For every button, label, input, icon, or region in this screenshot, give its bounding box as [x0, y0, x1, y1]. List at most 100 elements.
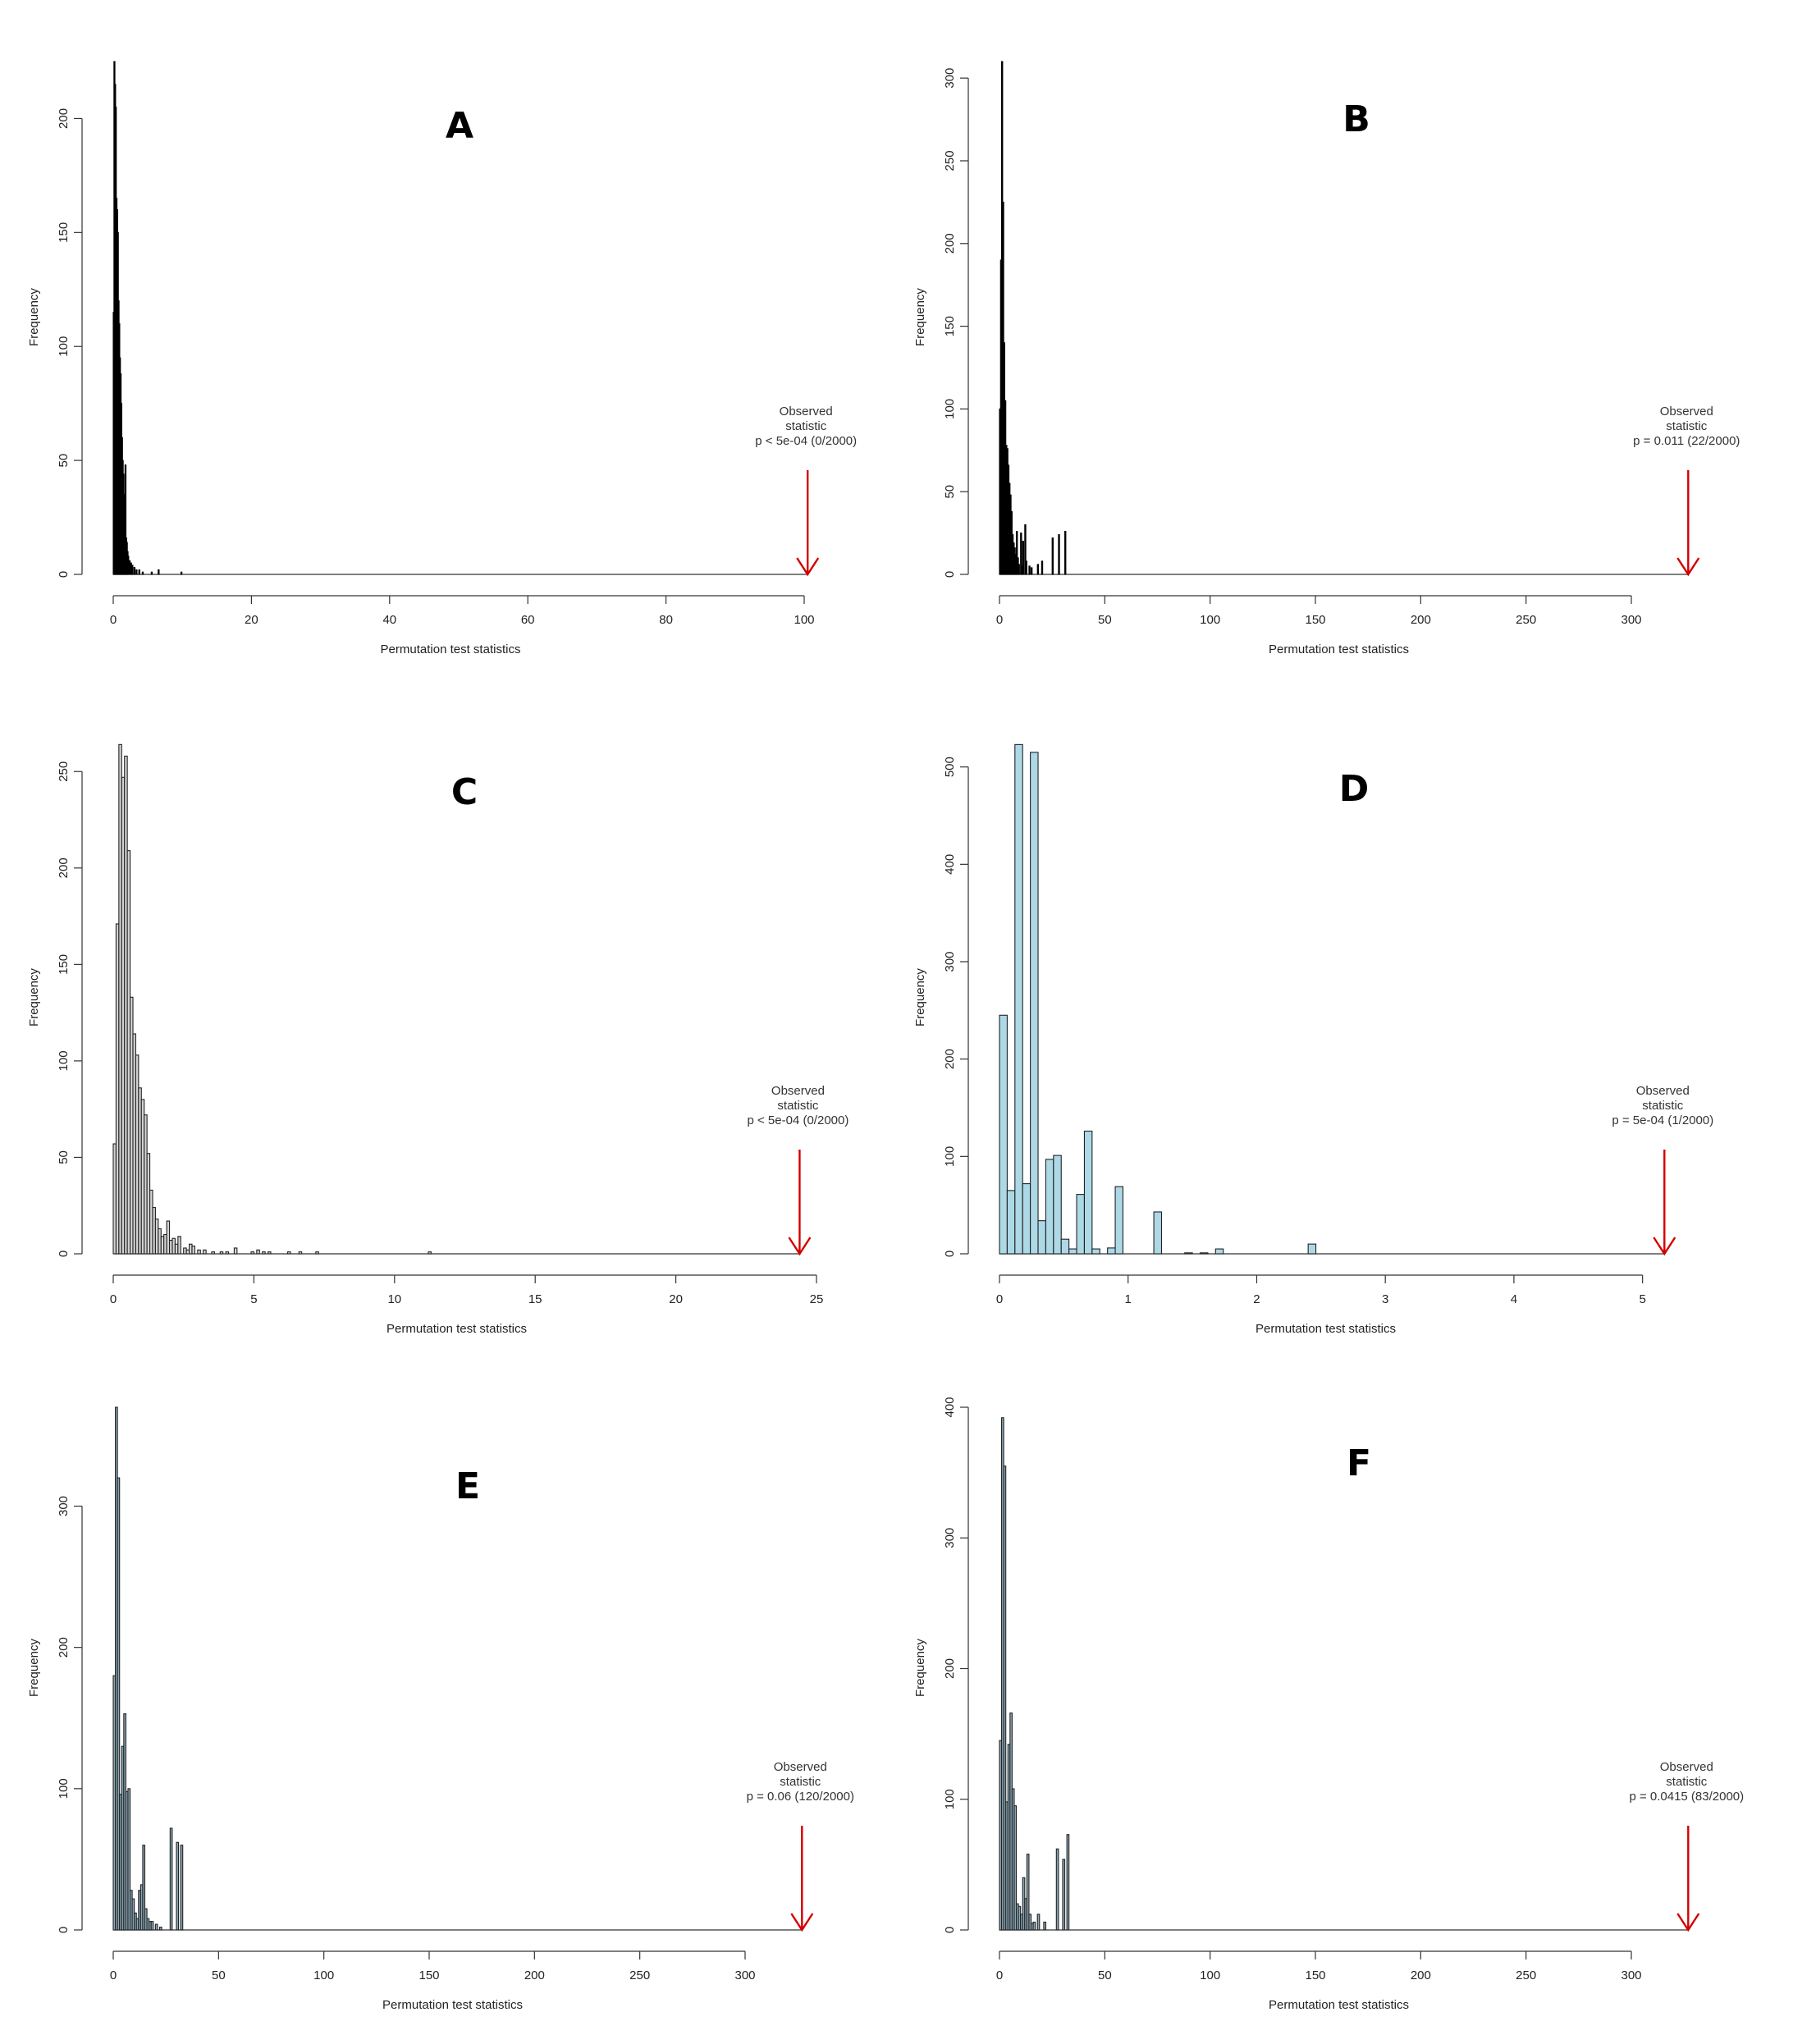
y-tick-label: 300 [943, 951, 957, 972]
x-tick-label: 0 [110, 613, 117, 627]
histogram-bar [233, 1247, 238, 1255]
x-tick-label: 300 [734, 1969, 755, 1982]
x-axis-title: Permutation test statistics [1256, 1322, 1396, 1336]
histogram-bar [150, 1921, 154, 1931]
y-tick-label: 0 [57, 1251, 71, 1257]
y-tick-label: 100 [943, 399, 957, 419]
x-tick-label: 300 [1621, 1969, 1641, 1982]
y-tick-label: 300 [57, 1496, 71, 1516]
observed-arrow-icon [788, 1150, 812, 1256]
observed-annotation-line: statistic [785, 419, 827, 433]
histogram-bar [177, 1236, 181, 1255]
histogram-bar [1064, 531, 1067, 575]
histogram-bar [135, 569, 138, 575]
histogram-bar [1036, 1914, 1041, 1931]
x-tick-label: 200 [1411, 613, 1431, 627]
histogram-panel-b: 0 50 100 150 200 250 300 0 50 100 150 200 250 300 Perm… [913, 61, 1740, 656]
histogram-bar [219, 1251, 224, 1255]
y-tick-label: 50 [57, 1150, 71, 1164]
histogram-bar [117, 1477, 121, 1931]
histogram-bar [1018, 564, 1020, 575]
histogram-bar [1037, 1220, 1046, 1255]
x-tick-label: 10 [387, 1292, 401, 1306]
histogram-bar [267, 1251, 272, 1255]
observed-arrow-head [1653, 1237, 1676, 1256]
histogram-bar [158, 1927, 162, 1931]
histogram-bar [1024, 524, 1027, 575]
histogram-bar [250, 1251, 254, 1255]
histogram-panel-a: 0 20 40 60 80 100 0 50 100 150 200 Permutation test… [27, 61, 857, 656]
observed-arrow-head [1676, 1913, 1700, 1932]
x-tick-label: 50 [212, 1969, 226, 1982]
x-tick-label: 150 [1305, 1969, 1325, 1982]
observed-annotation-line: p = 0.011 (22/2000) [1633, 434, 1740, 448]
histogram-bar [1032, 1921, 1036, 1931]
y-tick-label: 200 [943, 1658, 957, 1679]
histogram-bar [141, 571, 144, 575]
histogram-bar [130, 562, 132, 575]
histogram-bar [256, 1249, 260, 1255]
y-tick-label: 200 [943, 1049, 957, 1069]
histogram-bar [298, 1251, 303, 1255]
x-tick-label: 250 [1516, 613, 1536, 627]
x-tick-label: 150 [1305, 613, 1325, 627]
y-axis-title: Frequency [913, 1639, 927, 1697]
panel-letter: D [1339, 768, 1370, 810]
y-tick-label: 250 [57, 761, 71, 782]
observed-arrow-icon [1653, 1150, 1676, 1256]
histogram-bar [1066, 1834, 1070, 1931]
histogram-bar [1026, 1854, 1030, 1931]
y-tick-label: 200 [57, 108, 71, 129]
observed-arrow-head [796, 557, 820, 577]
histogram-bar [180, 571, 183, 575]
histogram-panel-e: 0 50 100 150 200 250 300 0 100 200 300 Permutation … [27, 1406, 854, 2012]
observed-annotation-line: statistic [777, 1099, 819, 1113]
histogram-bar [169, 1827, 173, 1931]
histogram-bar [999, 1014, 1008, 1255]
y-tick-label: 100 [57, 1778, 71, 1799]
x-tick-label: 200 [1411, 1969, 1431, 1982]
x-tick-label: 25 [810, 1292, 824, 1306]
y-tick-label: 150 [57, 954, 71, 975]
y-tick-label: 0 [57, 1927, 71, 1933]
observed-annotation-line: statistic [1642, 1099, 1684, 1113]
histogram-bar [1003, 1466, 1007, 1931]
y-axis-title: Frequency [27, 288, 41, 346]
x-tick-label: 80 [659, 613, 673, 627]
observed-arrow-icon [796, 470, 820, 577]
histogram-bar [197, 1249, 201, 1255]
x-axis-title: Permutation test statistics [1269, 1998, 1409, 2012]
histogram-bar [262, 1251, 266, 1255]
histogram-bar [1043, 1921, 1047, 1931]
x-tick-label: 3 [1382, 1292, 1388, 1306]
histogram-bar [1030, 567, 1033, 575]
y-tick-label: 0 [943, 571, 957, 578]
histogram-bar [203, 1249, 207, 1255]
y-tick-label: 200 [57, 857, 71, 878]
histogram-panel-f: 0 50 100 150 200 250 300 0 100 200 300 400 Permutati… [913, 1397, 1744, 2012]
histogram-bar [1068, 1248, 1077, 1255]
histogram-bars [999, 1417, 1070, 1931]
observed-annotation-line: Observed [774, 1760, 827, 1774]
x-tick-label: 4 [1511, 1292, 1517, 1306]
histogram-bar [1045, 1159, 1054, 1255]
histogram-bar [1055, 1848, 1059, 1931]
histogram-bar [1041, 560, 1044, 575]
y-tick-label: 400 [943, 1397, 957, 1417]
y-tick-label: 50 [57, 454, 71, 468]
x-tick-label: 0 [110, 1969, 117, 1982]
y-axis-title: Frequency [913, 288, 927, 346]
observed-arrow-head [1676, 557, 1700, 577]
x-tick-label: 0 [996, 1969, 1003, 1982]
y-axis-title: Frequency [27, 968, 41, 1027]
histogram-bar [1028, 565, 1031, 575]
panel-letter: F [1347, 1443, 1371, 1484]
histogram-bar [138, 569, 140, 575]
histogram-bar [1022, 541, 1025, 575]
histogram-panel-d: 0 1 2 3 4 5 0 100 200 300 400 500 Permutation test s… [913, 743, 1713, 1336]
x-tick-label: 100 [794, 613, 814, 627]
y-tick-label: 100 [943, 1789, 957, 1809]
histogram-bar [225, 1251, 230, 1255]
